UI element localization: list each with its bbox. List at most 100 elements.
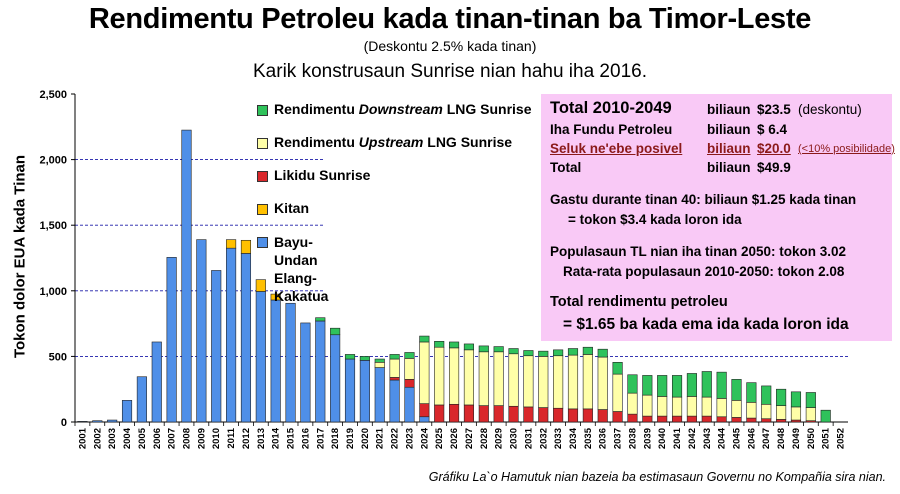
bar-segment — [761, 418, 772, 423]
bar-segment — [270, 299, 281, 423]
total-label: Total 2010-2049 — [550, 99, 672, 117]
bar-segment — [761, 403, 772, 420]
chart-title: Rendimentu Petroleu kada tinan-tinan ba … — [88, 3, 812, 35]
bar-segment — [716, 371, 727, 399]
x-tick-label: 2005 — [137, 427, 148, 449]
x-tick-label: 2035 — [583, 427, 594, 449]
legend-swatch-bayu-undan — [257, 237, 268, 248]
chart-subtitle: (Deskontu 2.5% kada tinan) — [363, 38, 537, 54]
bar-segment — [523, 355, 534, 408]
x-tick-label: 2002 — [92, 428, 103, 449]
bar-segment — [701, 396, 712, 417]
bar-segment — [330, 334, 341, 423]
bar-segment — [404, 386, 415, 423]
x-tick-label: 2001 — [77, 427, 88, 449]
bar-segment — [612, 373, 623, 412]
bar-segment — [538, 350, 549, 357]
bar-segment — [270, 293, 281, 301]
bar-segment — [107, 419, 118, 423]
x-tick-label: 2014 — [271, 427, 282, 449]
bar-segment — [151, 341, 162, 423]
x-tick-label: 2031 — [523, 427, 534, 449]
bar-segment — [776, 388, 787, 406]
bar-segment — [255, 279, 266, 292]
x-tick-label: 2047 — [761, 428, 772, 449]
bar-segment — [478, 405, 489, 423]
x-tick-label: 2030 — [509, 428, 520, 449]
bar-segment — [642, 375, 653, 396]
x-tick-label: 2024 — [419, 427, 430, 449]
legend-swatch-upstream — [257, 138, 268, 149]
bar-segment — [716, 416, 727, 423]
bar-segment — [196, 239, 207, 423]
bar-segment — [597, 348, 608, 358]
sum-value: $49.9 — [757, 160, 791, 175]
bar-segment — [642, 394, 653, 417]
bar-segment — [344, 358, 356, 423]
bar-segment — [523, 350, 534, 357]
bar-segment — [597, 356, 608, 410]
bar-segment — [567, 354, 579, 410]
bar-segment — [434, 404, 445, 423]
x-tick-label: 2025 — [434, 427, 445, 449]
bar-segment — [582, 346, 593, 355]
x-tick-label: 2045 — [732, 427, 743, 449]
bar-segment — [627, 374, 638, 394]
bar-segment — [226, 247, 237, 423]
bar-segment — [389, 358, 400, 378]
bar-segment — [359, 360, 370, 423]
bar-segment — [181, 129, 192, 423]
bar-segment — [374, 362, 385, 368]
legend-swatch-liquids — [257, 171, 268, 182]
x-tick-label: 2041 — [672, 427, 683, 449]
sum-unit: biliaun — [707, 160, 751, 175]
x-tick-label: 2022 — [390, 428, 401, 449]
spend-line-1: Gastu durante tinan 40: biliaun $1.25 ka… — [550, 192, 857, 207]
x-tick-label: 2017 — [315, 428, 326, 449]
bar-segment — [523, 406, 534, 423]
total-note: (deskontu) — [798, 102, 862, 117]
bar-segment — [731, 379, 742, 401]
x-tick-label: 2051 — [821, 427, 832, 449]
bar-segment — [553, 355, 564, 409]
bar-segment — [701, 415, 712, 423]
bar-segment — [315, 317, 326, 322]
bar-segment — [493, 351, 504, 406]
x-tick-label: 2048 — [776, 428, 787, 449]
bar-segment — [463, 349, 474, 406]
bar-segment — [657, 396, 668, 417]
x-tick-label: 2044 — [717, 427, 728, 449]
bar-segment — [686, 396, 697, 417]
y-tick-label: 1,500 — [39, 220, 67, 232]
bar-segment — [374, 367, 385, 423]
legend-label-downstream: Rendimentu Downstream LNG Sunrise — [274, 101, 532, 117]
population-line-1: Populasaun TL nian iha tinan 2050: tokon… — [550, 244, 847, 259]
x-tick-label: 2049 — [791, 428, 802, 449]
bar-segment — [790, 391, 802, 408]
x-tick-label: 2019 — [345, 428, 356, 449]
bar-segment — [449, 403, 460, 423]
bar-segment — [508, 353, 519, 407]
x-tick-label: 2006 — [152, 428, 163, 449]
bar-segment — [374, 358, 385, 363]
bar-segment — [255, 291, 266, 423]
x-tick-label: 2023 — [404, 428, 415, 449]
x-tick-label: 2043 — [702, 428, 713, 449]
bar-segment — [404, 379, 415, 388]
total-unit: biliaun — [707, 102, 751, 117]
bar-segment — [553, 407, 564, 423]
bar-segment — [671, 396, 683, 417]
bar-segment — [671, 375, 683, 398]
bar-segment — [478, 351, 489, 406]
x-tick-label: 2021 — [375, 427, 386, 449]
bar-segment — [463, 404, 474, 423]
y-tick-label: 0 — [61, 417, 67, 429]
bar-segment — [449, 347, 460, 405]
spend-line-2: = tokon $3.4 kada loron ida — [568, 212, 742, 227]
legend-label-liquids: Likidu Sunrise — [274, 167, 371, 183]
bar-segment — [389, 379, 400, 423]
bar-segment — [463, 343, 474, 351]
fund-value: $ 6.4 — [757, 122, 788, 137]
x-tick-label: 2052 — [836, 428, 847, 449]
